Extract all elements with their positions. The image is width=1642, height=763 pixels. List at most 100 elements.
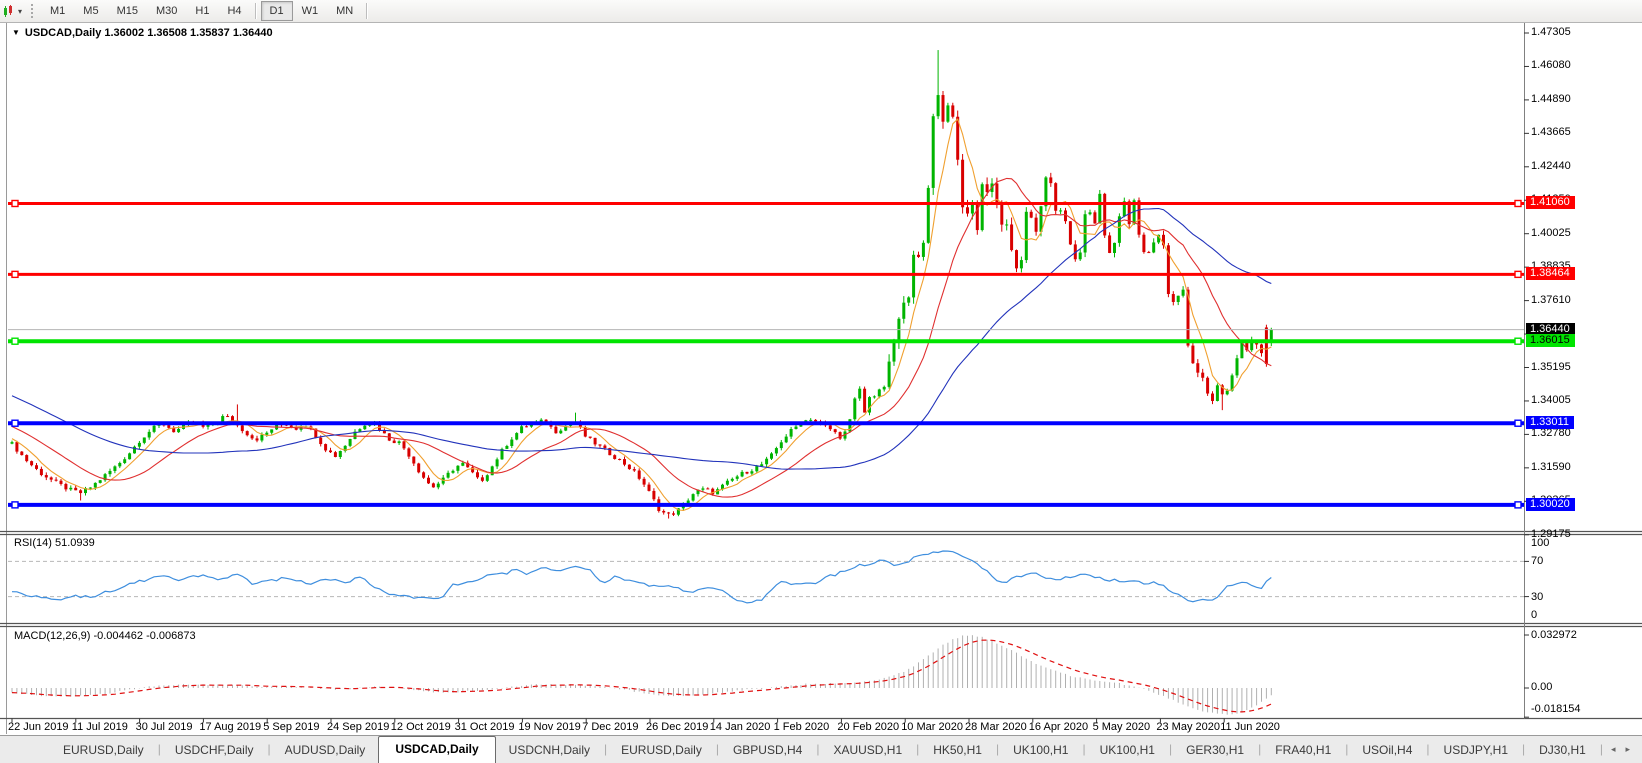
line-drag-handle[interactable] [11, 419, 19, 427]
timeframe-button-w1[interactable]: W1 [301, 5, 319, 17]
tab-separator: | [1082, 741, 1086, 756]
tab-scroll-left-icon[interactable]: ◂ [1610, 744, 1616, 754]
rsi-axis-label: 70 [1531, 555, 1544, 567]
rsi-panel-area[interactable] [8, 535, 1524, 623]
line-drag-handle[interactable] [1514, 501, 1522, 509]
chevron-down-icon[interactable]: ▾ [18, 6, 23, 16]
tab-uk100-h1-10[interactable]: UK100,H1 [1099, 743, 1155, 757]
symbol-tab-bar: EURUSD,Daily | USDCHF,Daily | AUDUSD,Daily US… [0, 735, 1642, 763]
macd-signal-line [11, 639, 1272, 713]
date-axis-label: 24 Sep 2019 [327, 721, 390, 733]
chart-type-button[interactable]: ▾ [0, 3, 27, 20]
date-axis-label: 12 Oct 2019 [390, 721, 451, 733]
price-axis-tick-label: 1.31590 [1531, 460, 1571, 473]
level-price-label: 1.33011 [1526, 416, 1574, 430]
tab-usoil-h4-13[interactable]: USOil,H4 [1362, 743, 1413, 757]
ma-line-slow [11, 207, 1272, 470]
timeframe-button-m15[interactable]: M15 [116, 5, 138, 17]
date-axis-label: 31 Oct 2019 [454, 721, 515, 733]
tab-separator: | [715, 741, 719, 756]
tab-eurusd-daily-0[interactable]: EURUSD,Daily [63, 743, 144, 757]
line-drag-handle[interactable] [1514, 337, 1522, 345]
level-price-label: 1.30020 [1526, 497, 1575, 511]
tab-separator: | [1426, 741, 1430, 756]
line-drag-handle[interactable] [1514, 419, 1522, 427]
timeframe-button-d1[interactable]: D1 [260, 1, 293, 21]
line-drag-handle[interactable] [11, 199, 19, 208]
tab-xauusd-h1-7[interactable]: XAUUSD,H1 [833, 743, 903, 757]
price-axis-tick-label: 1.34005 [1531, 393, 1571, 406]
tab-scroll-arrows: ◂ ▸ [1611, 744, 1630, 755]
price-chart-plot-area[interactable] [8, 23, 1524, 531]
price-axis-tick-label: 1.40025 [1531, 226, 1571, 239]
date-axis-label: 16 Apr 2020 [1028, 721, 1089, 733]
macd-label: MACD(12,26,9) -0.004462 -0.006873 [14, 630, 196, 642]
date-axis-label: 7 Dec 2019 [582, 721, 639, 733]
date-axis-label: 5 May 2020 [1092, 721, 1151, 733]
macd-axis-label: 0.00 [1531, 681, 1553, 693]
timeframe-buttons: M1 M5 M15 M30 H1 H4 D1 W1 MN [41, 1, 372, 21]
rsi-axis-label: 0 [1531, 609, 1538, 621]
timeframe-button-m1[interactable]: M1 [50, 5, 66, 17]
tab-separator: | [995, 741, 1000, 756]
line-drag-handle[interactable] [11, 501, 19, 509]
price-axis-tick-label: 1.43665 [1531, 126, 1571, 139]
date-axis-label: 11 Jul 2019 [71, 721, 128, 733]
date-axis-label: 26 Dec 2019 [646, 721, 709, 733]
date-axis-label: 30 Jul 2019 [135, 721, 193, 733]
tab-fra40-h1-12[interactable]: FRA40,H1 [1275, 743, 1332, 757]
toolbar-separator [366, 3, 369, 19]
date-axis-label: 28 Mar 2020 [965, 721, 1027, 733]
tab-hk50-h1-8[interactable]: HK50,H1 [933, 743, 982, 757]
price-axis-tick-label: 1.37610 [1531, 293, 1571, 306]
tab-eurusd-daily-5[interactable]: EURUSD,Daily [621, 743, 702, 757]
date-axis-label: 20 Feb 2020 [837, 721, 900, 733]
tab-usdcnh-daily-4[interactable]: USDCNH,Daily [508, 743, 591, 757]
timeframe-button-m30[interactable]: M30 [155, 5, 178, 17]
date-axis-label: 1 Feb 2020 [773, 721, 830, 733]
timeframe-button-h1[interactable]: H1 [195, 5, 210, 17]
rsi-axis-label: 30 [1531, 591, 1544, 603]
tab-separator: | [1522, 741, 1526, 756]
tab-separator: | [1168, 741, 1173, 756]
rsi-label: RSI(14) 51.0939 [14, 537, 95, 549]
tab-scroll-right-icon[interactable]: ▸ [1625, 744, 1630, 754]
tab-separator: | [916, 741, 920, 756]
current-price-label: 1.36440 [1526, 322, 1575, 336]
timeframe-button-mn[interactable]: MN [336, 5, 354, 17]
date-axis-label: 22 Jun 2019 [8, 721, 69, 733]
price-axis-tick-label: 1.44890 [1531, 92, 1571, 105]
timeframe-button-h4[interactable]: H4 [227, 5, 242, 17]
line-drag-handle[interactable] [11, 337, 19, 345]
toolbar-separator [254, 3, 257, 19]
tab-usdjpy-h1-14[interactable]: USDJPY,H1 [1443, 743, 1509, 757]
candlestick-series [10, 50, 1273, 519]
timeframe-toolbar: ▾ M1 M5 M15 M30 H1 H4 D1 W1 MN [0, 0, 1642, 23]
timeframe-button-m5[interactable]: M5 [83, 5, 99, 17]
level-price-label: 1.38464 [1526, 267, 1575, 281]
tab-audusd-daily-2[interactable]: AUDUSD,Daily [284, 743, 366, 757]
tab-dj30-h1-15[interactable]: DJ30,H1 [1539, 743, 1586, 757]
line-drag-handle[interactable] [1514, 199, 1522, 208]
date-axis-label: 17 Aug 2019 [199, 721, 262, 733]
tab-gbpusd-h4-6[interactable]: GBPUSD,H4 [732, 743, 803, 757]
tab-separator: | [1599, 741, 1603, 756]
macd-histogram [11, 635, 1272, 715]
tab-uk100-h1-9[interactable]: UK100,H1 [1013, 743, 1069, 757]
date-axis-label: 11 Jun 2020 [1220, 721, 1280, 733]
line-drag-handle[interactable] [1514, 270, 1522, 279]
rsi-axis-label: 100 [1531, 537, 1550, 549]
price-axis-tick-label: 1.46080 [1531, 59, 1571, 72]
tab-usdchf-daily-1[interactable]: USDCHF,Daily [174, 743, 254, 757]
tab-separator: | [1258, 741, 1262, 756]
toolbar-grip-handle[interactable] [31, 4, 36, 18]
macd-panel-area[interactable] [8, 627, 1524, 718]
chart-title: ▼ USDCAD,Daily 1.36002 1.36508 1.35837 1.… [12, 27, 273, 39]
chart-context-arrow-icon[interactable]: ▼ [12, 28, 20, 37]
price-axis-tick-label: 1.47305 [1531, 26, 1571, 38]
tab-ger30-h1-11[interactable]: GER30,H1 [1186, 743, 1245, 757]
line-drag-handle[interactable] [11, 270, 19, 279]
tab-usdcad-daily-3[interactable]: USDCAD,Daily [378, 736, 496, 763]
